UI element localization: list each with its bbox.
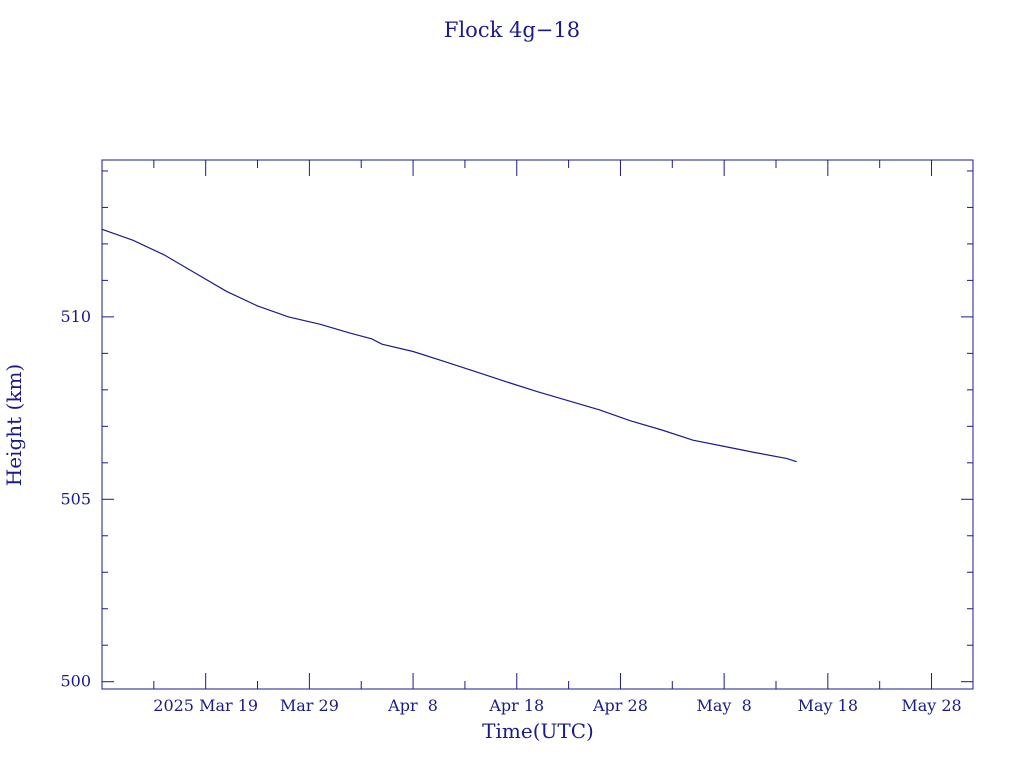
y-tick-label: 500 xyxy=(60,672,91,691)
plot-frame xyxy=(101,159,974,690)
y-tick-label: 505 xyxy=(60,489,91,508)
x-tick-label: May 18 xyxy=(798,696,858,715)
x-tick-label: Apr 28 xyxy=(592,696,648,715)
y-tick-label: 510 xyxy=(60,307,91,326)
series-line-height xyxy=(101,228,797,463)
x-axis-title: Time(UTC) xyxy=(482,719,594,743)
chart-title: Flock 4g−18 xyxy=(444,18,580,42)
x-tick-label: May 8 xyxy=(696,696,751,715)
x-tick-label: Apr 8 xyxy=(387,696,438,715)
x-tick-label: Apr 18 xyxy=(488,696,544,715)
tick-labels: 2025 Mar 19 Mar 29 Apr 8 Apr 18 Apr 28 May 8 M… xyxy=(60,307,961,715)
x-tick-label: 2025 Mar 19 xyxy=(153,696,258,715)
x-tick-label: Mar 29 xyxy=(280,696,339,715)
y-axis-title: Height (km) xyxy=(2,364,26,486)
x-tick-label: May 28 xyxy=(901,696,961,715)
tick-marks xyxy=(101,160,973,689)
